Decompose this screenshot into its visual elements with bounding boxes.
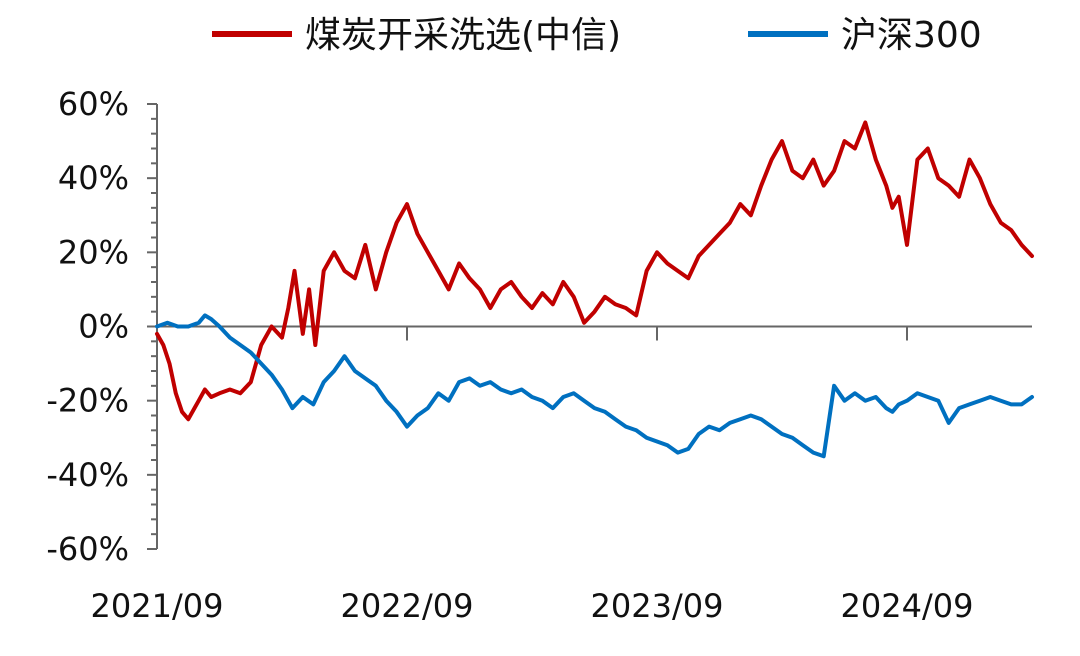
x-tick-label: 2021/09 <box>91 587 224 625</box>
y-tick-label: 0% <box>78 308 129 346</box>
x-tick-label: 2024/09 <box>841 587 974 625</box>
series-layer <box>155 120 1034 459</box>
x-tick-label: 2023/09 <box>591 587 724 625</box>
y-axis: 60% 40% 20% 0% -20% -40% -60% <box>46 85 158 568</box>
y-tick-label: -40% <box>46 456 129 494</box>
series-line-coal <box>155 120 1034 422</box>
y-tick-label: -20% <box>46 382 129 420</box>
legend: 煤炭开采洗选(中信) 沪深300 <box>212 15 982 56</box>
y-tick-label: -60% <box>46 530 129 568</box>
y-tick-label: 20% <box>58 233 129 271</box>
y-tick-label: 40% <box>58 159 129 197</box>
legend-label-coal: 煤炭开采洗选(中信) <box>305 15 621 56</box>
x-axis: 2021/09 2022/09 2023/09 2024/09 <box>91 325 1032 625</box>
series-line-csi300 <box>155 313 1034 459</box>
legend-label-csi300: 沪深300 <box>841 15 982 56</box>
x-tick-label: 2022/09 <box>341 587 474 625</box>
y-tick-label: 60% <box>58 85 129 123</box>
